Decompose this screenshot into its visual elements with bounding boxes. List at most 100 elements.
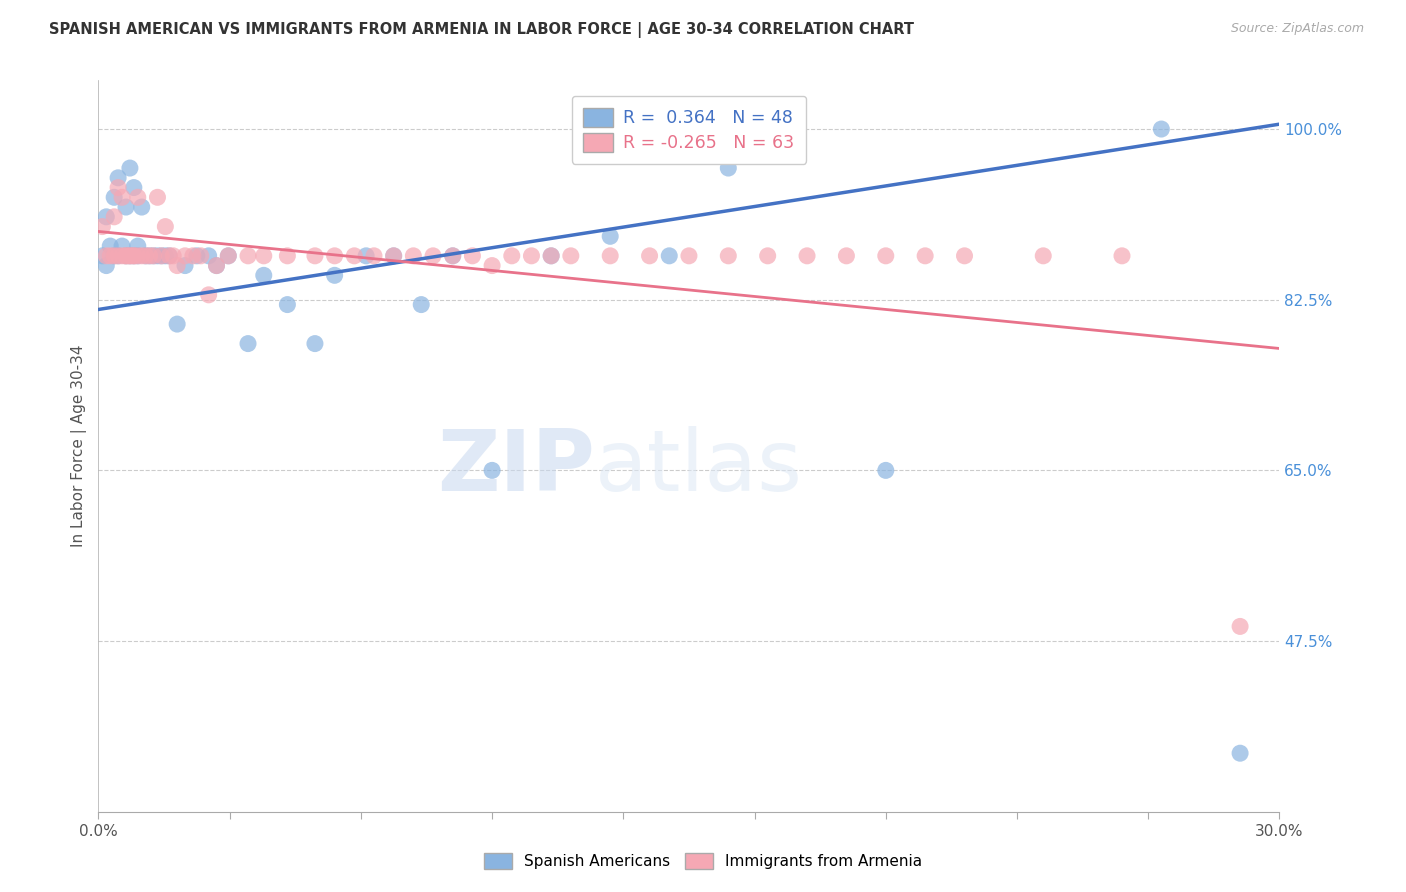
Point — [835, 249, 858, 263]
Point — [441, 249, 464, 263]
Point — [205, 259, 228, 273]
Text: SPANISH AMERICAN VS IMMIGRANTS FROM ARMENIA IN LABOR FORCE | AGE 30-34 CORRELATI: SPANISH AMERICAN VS IMMIGRANTS FROM ARME… — [49, 22, 914, 38]
Point — [115, 249, 138, 263]
Y-axis label: In Labor Force | Age 30-34: In Labor Force | Age 30-34 — [72, 344, 87, 548]
Point — [115, 249, 138, 263]
Point — [875, 463, 897, 477]
Point — [138, 249, 160, 263]
Point — [157, 249, 180, 263]
Point — [717, 249, 740, 263]
Text: atlas: atlas — [595, 426, 803, 509]
Point — [756, 249, 779, 263]
Point — [131, 249, 153, 263]
Legend: Spanish Americans, Immigrants from Armenia: Spanish Americans, Immigrants from Armen… — [478, 847, 928, 875]
Point — [717, 161, 740, 175]
Point — [107, 249, 129, 263]
Point — [323, 268, 346, 283]
Point — [217, 249, 239, 263]
Point — [150, 249, 173, 263]
Point — [91, 249, 114, 263]
Point — [354, 249, 377, 263]
Point — [127, 249, 149, 263]
Point — [441, 249, 464, 263]
Point — [1150, 122, 1173, 136]
Point — [186, 249, 208, 263]
Point — [796, 249, 818, 263]
Point — [1032, 249, 1054, 263]
Point — [560, 249, 582, 263]
Point — [103, 210, 125, 224]
Point — [98, 239, 121, 253]
Point — [914, 249, 936, 263]
Text: Source: ZipAtlas.com: Source: ZipAtlas.com — [1230, 22, 1364, 36]
Point — [382, 249, 405, 263]
Point — [205, 259, 228, 273]
Point — [197, 288, 219, 302]
Point — [276, 297, 298, 311]
Point — [481, 463, 503, 477]
Point — [91, 219, 114, 234]
Point — [107, 170, 129, 185]
Point — [103, 249, 125, 263]
Point — [115, 200, 138, 214]
Point — [422, 249, 444, 263]
Point — [111, 239, 134, 253]
Point — [1229, 746, 1251, 760]
Point — [411, 297, 433, 311]
Point — [253, 249, 276, 263]
Point — [190, 249, 212, 263]
Point — [599, 229, 621, 244]
Point — [236, 336, 259, 351]
Point — [118, 161, 141, 175]
Point — [96, 259, 118, 273]
Point — [135, 249, 157, 263]
Point — [150, 249, 173, 263]
Point — [122, 249, 145, 263]
Point — [520, 249, 543, 263]
Point — [118, 249, 141, 263]
Point — [217, 249, 239, 263]
Point — [96, 210, 118, 224]
Point — [142, 249, 165, 263]
Point — [166, 317, 188, 331]
Point — [135, 249, 157, 263]
Point — [323, 249, 346, 263]
Point — [157, 249, 180, 263]
Point — [304, 249, 326, 263]
Point — [146, 190, 169, 204]
Point — [142, 249, 165, 263]
Point — [304, 336, 326, 351]
Point — [174, 249, 197, 263]
Text: ZIP: ZIP — [437, 426, 595, 509]
Point — [122, 180, 145, 194]
Point — [127, 239, 149, 253]
Point — [658, 249, 681, 263]
Point — [599, 249, 621, 263]
Point — [103, 190, 125, 204]
Point — [363, 249, 385, 263]
Point — [197, 249, 219, 263]
Point — [382, 249, 405, 263]
Point — [111, 190, 134, 204]
Point — [343, 249, 366, 263]
Point — [155, 249, 177, 263]
Point — [127, 249, 149, 263]
Point — [118, 249, 141, 263]
Point — [103, 249, 125, 263]
Point — [276, 249, 298, 263]
Point — [127, 190, 149, 204]
Point — [107, 180, 129, 194]
Point — [236, 249, 259, 263]
Point — [107, 249, 129, 263]
Legend: R =  0.364   N = 48, R = -0.265   N = 63: R = 0.364 N = 48, R = -0.265 N = 63 — [572, 96, 806, 163]
Point — [402, 249, 425, 263]
Point — [122, 249, 145, 263]
Point — [118, 249, 141, 263]
Point — [253, 268, 276, 283]
Point — [122, 249, 145, 263]
Point — [162, 249, 184, 263]
Point — [181, 249, 204, 263]
Point — [111, 249, 134, 263]
Point — [174, 259, 197, 273]
Point — [1229, 619, 1251, 633]
